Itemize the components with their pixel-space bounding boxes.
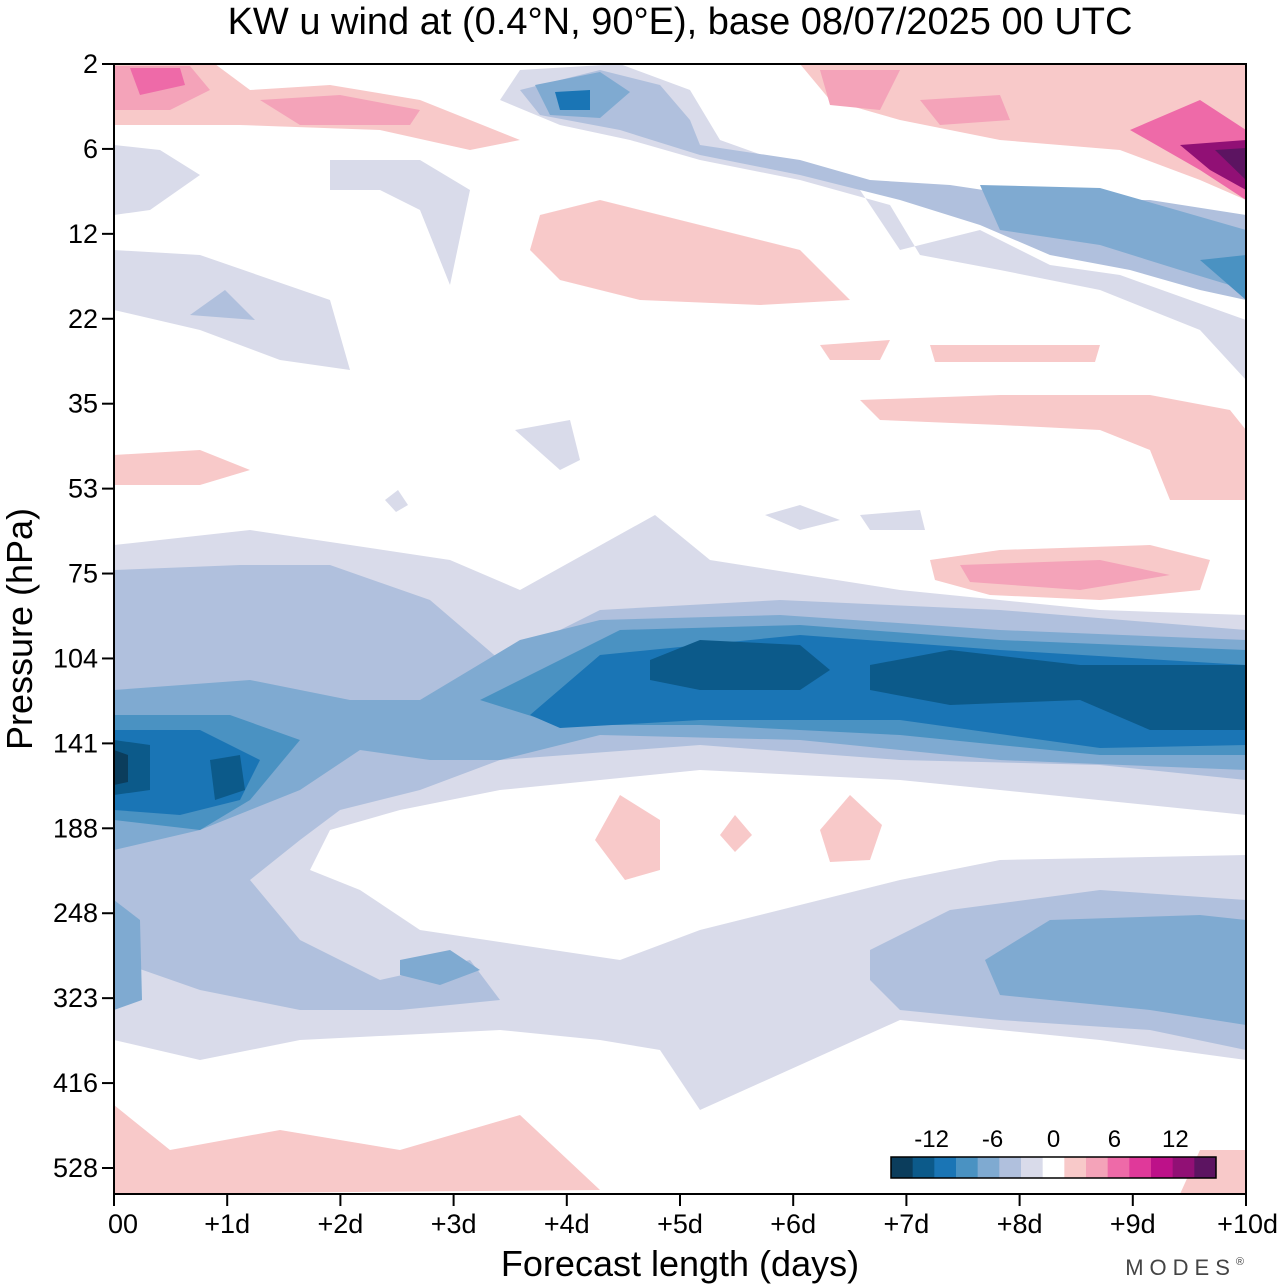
contour-neg-300hpa-mid [400, 950, 480, 985]
y-tick-label: 141 [53, 728, 98, 758]
colorbar-frame [890, 1156, 1217, 1179]
y-tick-label: 248 [53, 898, 98, 928]
contour-neg-300hpa-left [114, 900, 142, 1010]
y-tick-label: 104 [53, 643, 98, 673]
contour-neg-top-mid-max [555, 90, 590, 110]
colorbar-swatch [999, 1157, 1022, 1178]
contour-neg-22hpa-inner [190, 290, 255, 320]
contour-neg-jet-core-left-b [210, 755, 245, 800]
colorbar-swatch [1194, 1157, 1217, 1178]
contour-neg-jet-core [650, 640, 830, 690]
colorbar-swatch [1086, 1157, 1109, 1178]
contour-pos-corner-max [1215, 148, 1246, 180]
contour-pos-top-right-inner [820, 70, 900, 110]
y-tick-label: 53 [68, 474, 98, 504]
contour-neg-35hpa [515, 420, 580, 470]
colorbar-swatch [1021, 1157, 1044, 1178]
y-tick-label: 188 [53, 813, 98, 843]
x-tick-label: +5d [657, 1209, 703, 1239]
contour-pos-12hpa [530, 200, 850, 305]
colorbar-swatch [1107, 1157, 1130, 1178]
contour-pos-75hpa-inner [960, 560, 1170, 590]
x-tick-label: +2d [317, 1209, 363, 1239]
y-tick-label: 75 [68, 559, 98, 589]
contour-neg-jet-core-b [870, 650, 1246, 730]
contour-pos-188hpa-c [820, 795, 882, 862]
y-tick-label: 416 [53, 1068, 98, 1098]
contour-neg-53hpa-c [860, 510, 925, 530]
colorbar-label: 12 [1162, 1126, 1189, 1153]
colorbar-label: 6 [1108, 1126, 1121, 1153]
colorbar: -12 -6 0 6 12 [890, 1126, 1217, 1179]
contour-pos-22hpa-b [930, 345, 1100, 362]
colorbar-swatch [891, 1157, 914, 1178]
contour-neg-top-mid-inner [520, 70, 1246, 300]
brand-name: MODES [1125, 1255, 1236, 1280]
colorbar-labels: -12 -6 0 6 12 [914, 1126, 1188, 1153]
contour-pos-188hpa-a [595, 795, 660, 880]
x-tick-label: +8d [997, 1209, 1043, 1239]
colorbar-swatch [956, 1157, 979, 1178]
brand-logo: MODES® [1125, 1255, 1250, 1280]
y-axis-label: Pressure (hPa) [0, 508, 40, 750]
chart-title: KW u wind at (0.4°N, 90°E), base 08/07/2… [228, 1, 1133, 43]
y-tick-label: 528 [53, 1153, 98, 1183]
contour-neg-6hpa-left [114, 145, 200, 215]
x-tick-label: +9d [1110, 1209, 1156, 1239]
x-tick-label: +6d [770, 1209, 816, 1239]
y-tick-label: 22 [68, 304, 98, 334]
colorbar-swatch [912, 1157, 935, 1178]
colorbar-swatch [1151, 1157, 1174, 1178]
contour-pos-188hpa-b [720, 815, 752, 852]
contour-neg-53hpa [385, 490, 408, 512]
contour-neg-12hpa-band [980, 185, 1246, 290]
contour-neg-300hpa-inner [985, 915, 1246, 1025]
contour-pos-bottom-left [114, 1105, 600, 1194]
contour-pos-53hpa-left [114, 450, 250, 485]
x-axis-ticks: 00 +1d +2d +3d +4d +5d +6d +7d +8d +9d +10d [108, 1194, 1278, 1239]
x-tick-label: +7d [883, 1209, 929, 1239]
contour-pos-35hpa [860, 395, 1246, 500]
contour-pos-top-right [800, 64, 1246, 200]
contour-neg-jet-max [114, 750, 128, 785]
colorbar-swatch [934, 1157, 957, 1178]
colorbar-label: -6 [982, 1126, 1003, 1153]
x-tick-label: +4d [544, 1209, 590, 1239]
x-tick-label: +3d [431, 1209, 477, 1239]
x-tick-label: 00 [108, 1209, 138, 1239]
y-tick-label: 323 [53, 983, 98, 1013]
y-tick-label: 35 [68, 389, 98, 419]
contour-pos-top-left-core [130, 68, 185, 95]
contour-fills [114, 64, 1246, 1194]
colorbar-swatch [977, 1157, 1000, 1178]
y-tick-label: 12 [68, 219, 98, 249]
y-tick-label: 2 [83, 49, 98, 79]
contour-pos-top-mid [260, 95, 420, 125]
y-axis-ticks: 2 6 12 22 35 53 75 104 141 188 248 323 416 528 [53, 49, 114, 1183]
plot-area [113, 63, 1247, 1195]
contour-neg-12hpa-core [1200, 255, 1246, 300]
x-tick-label: +10d [1217, 1209, 1278, 1239]
y-tick-label: 6 [83, 134, 98, 164]
colorbar-swatches [891, 1157, 1217, 1178]
contour-neg-mid-band [330, 160, 470, 285]
colorbar-label: -12 [914, 1126, 949, 1153]
colorbar-swatch [1064, 1157, 1087, 1178]
colorbar-label: 0 [1047, 1126, 1060, 1153]
x-axis-label: Forecast length (days) [501, 1243, 859, 1284]
contour-pos-22hpa [820, 340, 890, 360]
contour-neg-53hpa-b [765, 505, 840, 530]
colorbar-swatch [1042, 1157, 1065, 1178]
brand-registered-mark: ® [1236, 1256, 1250, 1268]
contour-pos-top-right-ring [920, 95, 1010, 125]
x-tick-label: +1d [204, 1209, 250, 1239]
colorbar-swatch [1129, 1157, 1152, 1178]
colorbar-swatch [1172, 1157, 1195, 1178]
